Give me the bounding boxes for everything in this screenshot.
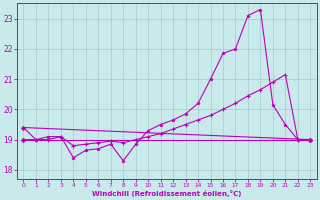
X-axis label: Windchill (Refroidissement éolien,°C): Windchill (Refroidissement éolien,°C) bbox=[92, 190, 242, 197]
